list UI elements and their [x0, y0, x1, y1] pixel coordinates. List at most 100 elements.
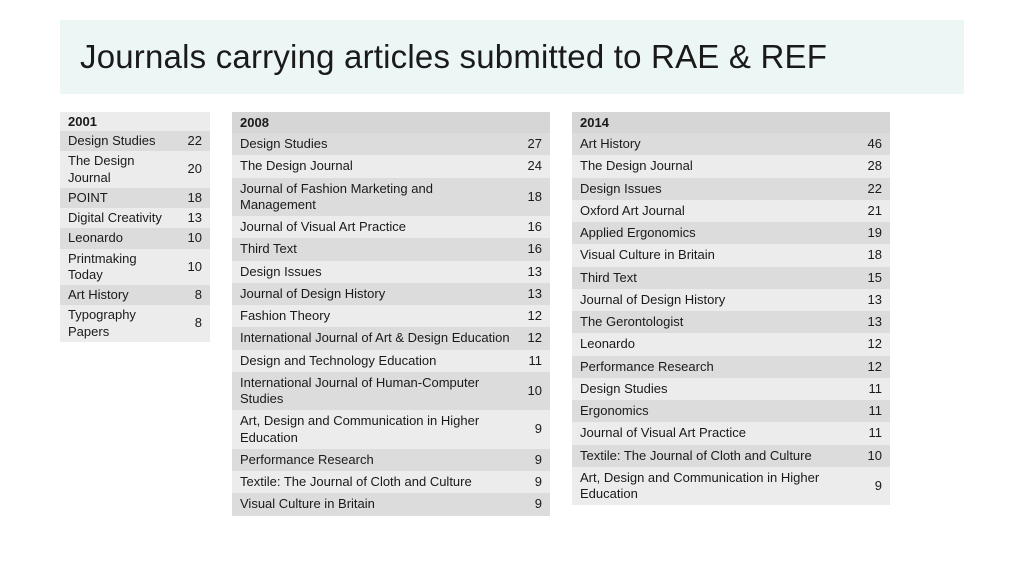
journal-name: Design Studies: [240, 136, 520, 152]
journal-count: 13: [520, 264, 542, 280]
table-row: The Design Journal24: [232, 155, 550, 177]
journal-name: Art History: [580, 136, 860, 152]
journal-name: Third Text: [580, 270, 860, 286]
journal-name: Third Text: [240, 241, 520, 257]
journal-name: Design Studies: [68, 133, 180, 149]
table-row: Oxford Art Journal21: [572, 200, 890, 222]
table-row: The Design Journal20: [60, 151, 210, 188]
journal-name: The Gerontologist: [580, 314, 860, 330]
journal-name: Design Studies: [580, 381, 860, 397]
journal-count: 11: [860, 403, 882, 419]
journal-name: Art, Design and Communication in Higher …: [580, 470, 860, 503]
journal-name: Performance Research: [240, 452, 520, 468]
table-row: Art, Design and Communication in Higher …: [572, 467, 890, 506]
table-row: Journal of Design History13: [232, 283, 550, 305]
journal-name: Design Issues: [240, 264, 520, 280]
table-row: Third Text16: [232, 238, 550, 260]
journal-name: Journal of Fashion Marketing and Managem…: [240, 181, 520, 214]
journal-count: 10: [520, 383, 542, 399]
journal-count: 13: [180, 210, 202, 226]
table-row: Textile: The Journal of Cloth and Cultur…: [232, 471, 550, 493]
journal-count: 9: [520, 421, 542, 437]
journal-count: 11: [860, 425, 882, 441]
journal-name: International Journal of Human-Computer …: [240, 375, 520, 408]
journal-count: 9: [520, 452, 542, 468]
journal-name: Digital Creativity: [68, 210, 180, 226]
journal-name: Ergonomics: [580, 403, 860, 419]
journal-name: Journal of Visual Art Practice: [240, 219, 520, 235]
journal-name: The Design Journal: [580, 158, 860, 174]
journal-count: 13: [520, 286, 542, 302]
journal-name: Oxford Art Journal: [580, 203, 860, 219]
table-row: Leonardo12: [572, 333, 890, 355]
year-header: 2008: [232, 112, 550, 133]
journal-name: Textile: The Journal of Cloth and Cultur…: [580, 448, 860, 464]
journal-count: 24: [520, 158, 542, 174]
journal-name: Visual Culture in Britain: [240, 496, 520, 512]
column-2014: 2014Art History46The Design Journal28Des…: [572, 112, 890, 505]
journal-name: The Design Journal: [240, 158, 520, 174]
journal-count: 22: [860, 181, 882, 197]
journal-name: Art History: [68, 287, 180, 303]
journal-count: 11: [860, 381, 882, 397]
table-row: Design Issues13: [232, 261, 550, 283]
journal-count: 46: [860, 136, 882, 152]
table-row: Design Studies27: [232, 133, 550, 155]
journal-count: 12: [860, 359, 882, 375]
table-row: Leonardo10: [60, 228, 210, 248]
journal-count: 8: [180, 287, 202, 303]
journal-count: 13: [860, 314, 882, 330]
journal-count: 9: [520, 496, 542, 512]
journal-name: International Journal of Art & Design Ed…: [240, 330, 520, 346]
journal-count: 16: [520, 241, 542, 257]
journal-count: 12: [520, 330, 542, 346]
journal-count: 10: [860, 448, 882, 464]
table-row: Digital Creativity13: [60, 208, 210, 228]
table-row: Performance Research12: [572, 356, 890, 378]
table-row: Fashion Theory12: [232, 305, 550, 327]
journal-count: 16: [520, 219, 542, 235]
table-row: Typography Papers8: [60, 305, 210, 342]
journal-count: 18: [860, 247, 882, 263]
journal-count: 9: [520, 474, 542, 490]
journal-name: Design and Technology Education: [240, 353, 520, 369]
table-row: Performance Research9: [232, 449, 550, 471]
journal-count: 27: [520, 136, 542, 152]
table-row: Art History46: [572, 133, 890, 155]
journal-name: Art, Design and Communication in Higher …: [240, 413, 520, 446]
column-2001: 2001 Design Studies22 The Design Journal20…: [60, 112, 210, 342]
journal-name: Design Issues: [580, 181, 860, 197]
year-header: 2001: [60, 112, 210, 131]
journal-count: 12: [860, 336, 882, 352]
journal-name: Textile: The Journal of Cloth and Cultur…: [240, 474, 520, 490]
table-row: Ergonomics11: [572, 400, 890, 422]
journal-count: 15: [860, 270, 882, 286]
table-row: Visual Culture in Britain9: [232, 493, 550, 515]
table-row: Visual Culture in Britain18: [572, 244, 890, 266]
table-row: Journal of Visual Art Practice16: [232, 216, 550, 238]
journal-count: 10: [180, 230, 202, 246]
table-row: The Design Journal28: [572, 155, 890, 177]
year-header: 2014: [572, 112, 890, 133]
table-row: Art History8: [60, 285, 210, 305]
page-title: Journals carrying articles submitted to …: [80, 38, 944, 76]
journal-name: Performance Research: [580, 359, 860, 375]
column-2008: 2008Design Studies27The Design Journal24…: [232, 112, 550, 516]
journal-count: 28: [860, 158, 882, 174]
journal-name: Applied Ergonomics: [580, 225, 860, 241]
journal-name: The Design Journal: [68, 153, 180, 186]
journal-count: 9: [860, 478, 882, 494]
journal-count: 19: [860, 225, 882, 241]
journal-name: Visual Culture in Britain: [580, 247, 860, 263]
journal-name: Typography Papers: [68, 307, 180, 340]
table-row: Design Issues22: [572, 178, 890, 200]
table-row: POINT18: [60, 188, 210, 208]
journal-count: 18: [520, 189, 542, 205]
journal-count: 22: [180, 133, 202, 149]
table-row: The Gerontologist13: [572, 311, 890, 333]
columns-wrapper: 2001Design Studies22The Design Journal20…: [0, 112, 1024, 516]
journal-count: 8: [180, 315, 202, 331]
journal-count: 21: [860, 203, 882, 219]
table-row: Printmaking Today10: [60, 249, 210, 286]
journal-count: 11: [520, 353, 542, 369]
